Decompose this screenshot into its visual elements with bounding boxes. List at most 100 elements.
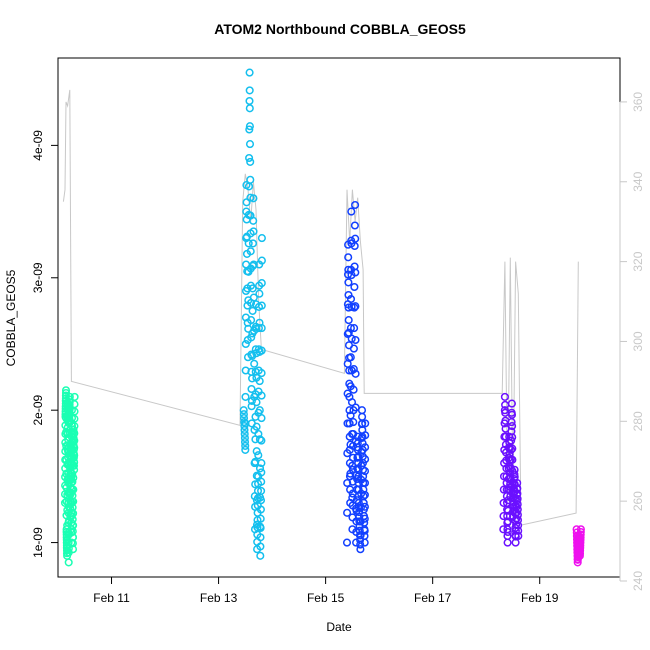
data-point — [248, 239, 258, 248]
data-point — [344, 316, 353, 325]
data-point — [360, 490, 369, 499]
data-point — [240, 418, 249, 427]
data-point — [342, 538, 352, 547]
data-point — [350, 324, 359, 333]
data-point — [252, 447, 261, 456]
data-point — [576, 530, 585, 539]
data-point — [504, 506, 513, 515]
data-point — [67, 498, 76, 507]
data-point — [245, 140, 255, 149]
data-point — [345, 419, 354, 428]
data-point — [245, 86, 254, 95]
data-point — [255, 435, 264, 444]
data-point — [65, 392, 74, 401]
data-point — [514, 526, 523, 535]
data-point — [508, 422, 517, 431]
data-point — [343, 508, 352, 517]
data-point — [256, 551, 265, 560]
data-point — [257, 301, 266, 310]
data-point — [257, 486, 266, 495]
data-point — [256, 514, 265, 523]
secondary-line-layer — [62, 89, 579, 526]
data-point — [507, 399, 516, 408]
data-point — [346, 324, 355, 333]
data-point — [257, 468, 266, 477]
data-point — [67, 528, 76, 537]
y2-axis: 240 260 280 300 320 340 360 — [619, 92, 645, 591]
data-point — [256, 496, 266, 505]
data-point — [252, 398, 261, 407]
data-point — [254, 429, 263, 439]
data-point — [513, 478, 522, 488]
data-point — [347, 398, 357, 407]
data-point — [68, 477, 77, 486]
data-point — [355, 526, 364, 535]
data-point — [255, 289, 264, 298]
y2-tick-label: 240 — [631, 571, 645, 591]
data-point — [514, 521, 523, 530]
x-axis-label: Date — [326, 620, 352, 634]
data-point — [361, 443, 370, 452]
data-point — [257, 324, 266, 333]
data-point — [576, 527, 585, 537]
data-point — [244, 239, 253, 248]
y2-tick-label: 340 — [631, 171, 645, 191]
data-point — [246, 175, 255, 184]
data-point — [357, 406, 367, 415]
data-point — [508, 433, 517, 442]
data-point — [360, 467, 370, 476]
data-point — [252, 422, 261, 431]
data-point — [356, 545, 365, 554]
data-point — [575, 551, 584, 560]
data-point — [69, 485, 78, 494]
data-point — [575, 549, 585, 558]
data-point — [240, 433, 249, 443]
data-point — [351, 335, 360, 345]
y-tick-label: 3e-09 — [31, 262, 45, 293]
data-point — [503, 517, 512, 526]
flight-series-5 — [572, 525, 585, 567]
data-point — [69, 461, 79, 470]
y-tick-label: 4e-09 — [31, 130, 45, 161]
data-point — [349, 365, 358, 374]
data-point — [350, 221, 359, 230]
data-point — [356, 531, 365, 540]
data-point — [246, 157, 255, 166]
data-point — [257, 459, 266, 468]
data-point — [248, 284, 257, 293]
data-point — [576, 525, 585, 534]
data-point — [351, 234, 360, 243]
data-point — [503, 527, 512, 537]
data-point — [257, 256, 266, 265]
data-point — [239, 414, 249, 423]
data-point — [513, 489, 522, 498]
data-point — [350, 282, 359, 292]
x-tick-label: Feb 19 — [521, 591, 559, 605]
data-point — [345, 366, 354, 375]
data-point — [360, 526, 369, 535]
data-point — [348, 453, 358, 462]
flight-series-1 — [60, 386, 79, 567]
data-point — [68, 533, 78, 542]
data-point — [248, 306, 257, 315]
data-point — [256, 542, 265, 551]
data-point — [514, 531, 523, 541]
data-point — [69, 473, 78, 482]
data-point — [245, 68, 254, 77]
data-point — [245, 125, 254, 134]
data-point — [508, 444, 517, 453]
flight-series-4 — [499, 392, 523, 547]
data-point — [249, 194, 258, 203]
data-point — [247, 384, 256, 394]
data-point — [64, 558, 73, 567]
data-point — [257, 436, 266, 445]
data-point — [361, 431, 370, 440]
data-point — [69, 497, 78, 506]
data-point — [254, 451, 263, 460]
data-point — [513, 510, 522, 519]
data-point — [248, 374, 257, 383]
y-tick-label: 1e-09 — [31, 527, 45, 558]
data-point — [351, 268, 360, 277]
data-point — [241, 339, 250, 349]
data-point — [361, 419, 370, 428]
